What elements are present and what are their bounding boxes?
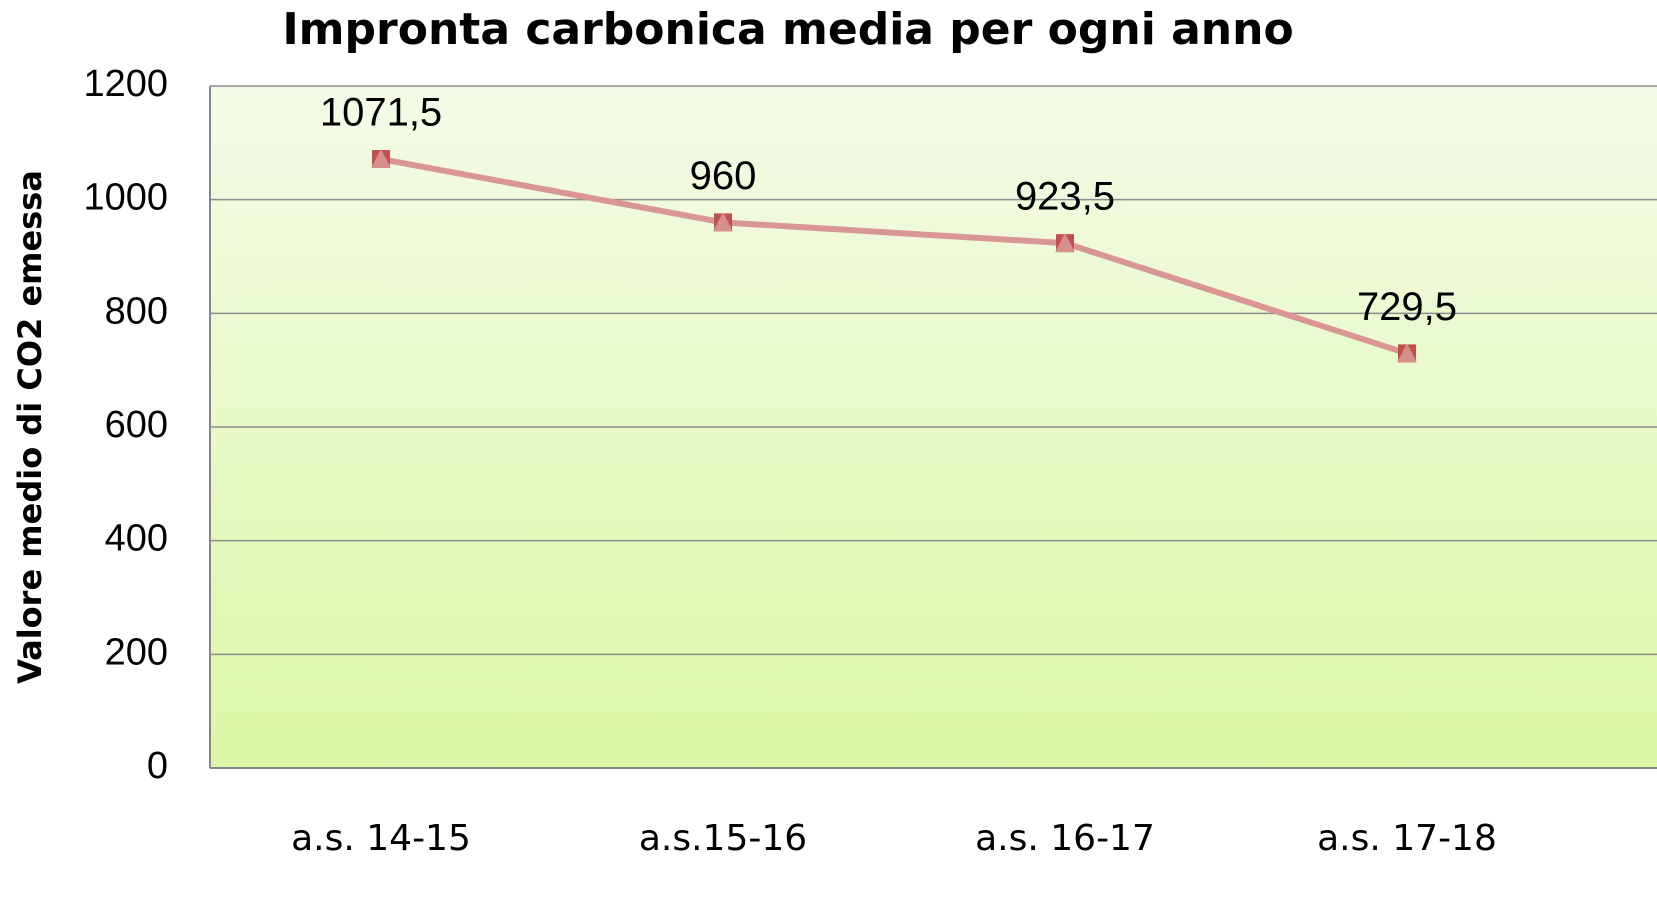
y-tick-label: 1000 bbox=[83, 177, 168, 219]
line bbox=[380, 156, 1408, 357]
y-tick-label: 200 bbox=[105, 631, 168, 673]
marker-overlay bbox=[713, 212, 733, 232]
data-label: 729,5 bbox=[1357, 285, 1457, 329]
x-tick-label: a.s. 14-15 bbox=[291, 818, 471, 859]
marker-overlay bbox=[371, 149, 391, 169]
y-tick-label: 0 bbox=[147, 745, 168, 787]
data-label: 960 bbox=[690, 154, 757, 198]
x-tick-label: a.s. 17-18 bbox=[1317, 818, 1497, 859]
y-tick-label: 1200 bbox=[83, 63, 168, 105]
y-tick-label: 400 bbox=[105, 518, 168, 560]
x-tick-label: a.s. 16-17 bbox=[975, 818, 1155, 859]
y-axis-label: Valore medio di CO2 emessa bbox=[11, 170, 49, 684]
y-tick-label: 600 bbox=[105, 404, 168, 446]
marker-overlay bbox=[1397, 343, 1417, 363]
data-label: 1071,5 bbox=[320, 91, 442, 135]
marker-overlay bbox=[1055, 233, 1075, 253]
x-tick-label: a.s.15-16 bbox=[639, 818, 807, 859]
data-label: 923,5 bbox=[1015, 175, 1115, 219]
chart-title: Impronta carbonica media per ogni anno bbox=[282, 4, 1293, 55]
y-tick-label: 800 bbox=[105, 290, 168, 332]
